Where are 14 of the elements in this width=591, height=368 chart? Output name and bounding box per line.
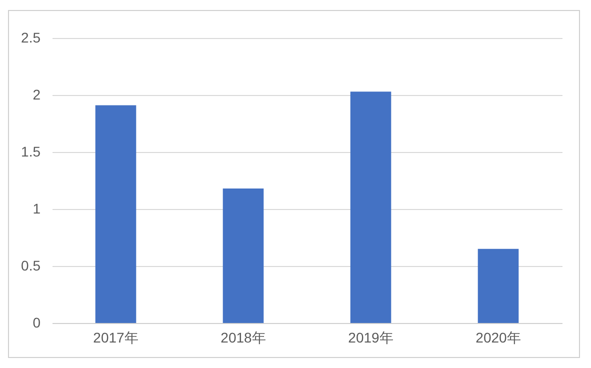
- bar: [350, 92, 392, 323]
- x-tick-label: 2019年: [348, 330, 394, 346]
- y-tick-label: 2: [32, 86, 41, 102]
- y-tick-label: 0: [32, 314, 41, 330]
- x-tick-label: 2018年: [220, 330, 266, 346]
- x-tick-label: 2020年: [476, 330, 521, 346]
- y-tick-label: 1: [32, 200, 41, 216]
- y-tick-label: 2.5: [21, 30, 41, 46]
- bar: [478, 248, 519, 323]
- bar: [95, 105, 136, 323]
- x-tick-label: 2017年: [93, 330, 138, 346]
- y-tick-label: 0.5: [21, 258, 41, 274]
- bar: [222, 188, 264, 323]
- y-tick-label: 1.5: [21, 144, 41, 160]
